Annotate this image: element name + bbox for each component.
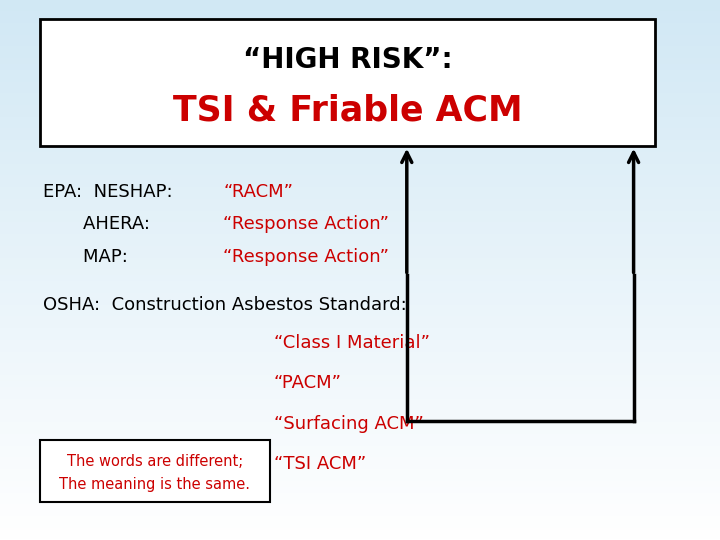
Text: The meaning is the same.: The meaning is the same. [59,477,251,492]
Text: MAP:: MAP: [83,247,133,266]
Text: “Response Action”: “Response Action” [223,247,390,266]
Text: “HIGH RISK”:: “HIGH RISK”: [243,45,452,73]
Text: “TSI ACM”: “TSI ACM” [274,455,366,474]
Text: TSI & Friable ACM: TSI & Friable ACM [173,93,522,127]
Text: EPA:  NESHAP:: EPA: NESHAP: [43,183,179,201]
Bar [40,19,655,146]
Text: “Response Action”: “Response Action” [223,215,390,233]
Text: “Class I Material”: “Class I Material” [274,334,430,352]
Text: “PACM”: “PACM” [274,374,341,393]
Text: The words are different;: The words are different; [67,454,243,469]
Bar [40,440,270,502]
Text: “Surfacing ACM”: “Surfacing ACM” [274,415,423,433]
Text: “RACM”: “RACM” [223,183,293,201]
Text: AHERA:: AHERA: [83,215,156,233]
Text: OSHA:  Construction Asbestos Standard:: OSHA: Construction Asbestos Standard: [43,296,407,314]
